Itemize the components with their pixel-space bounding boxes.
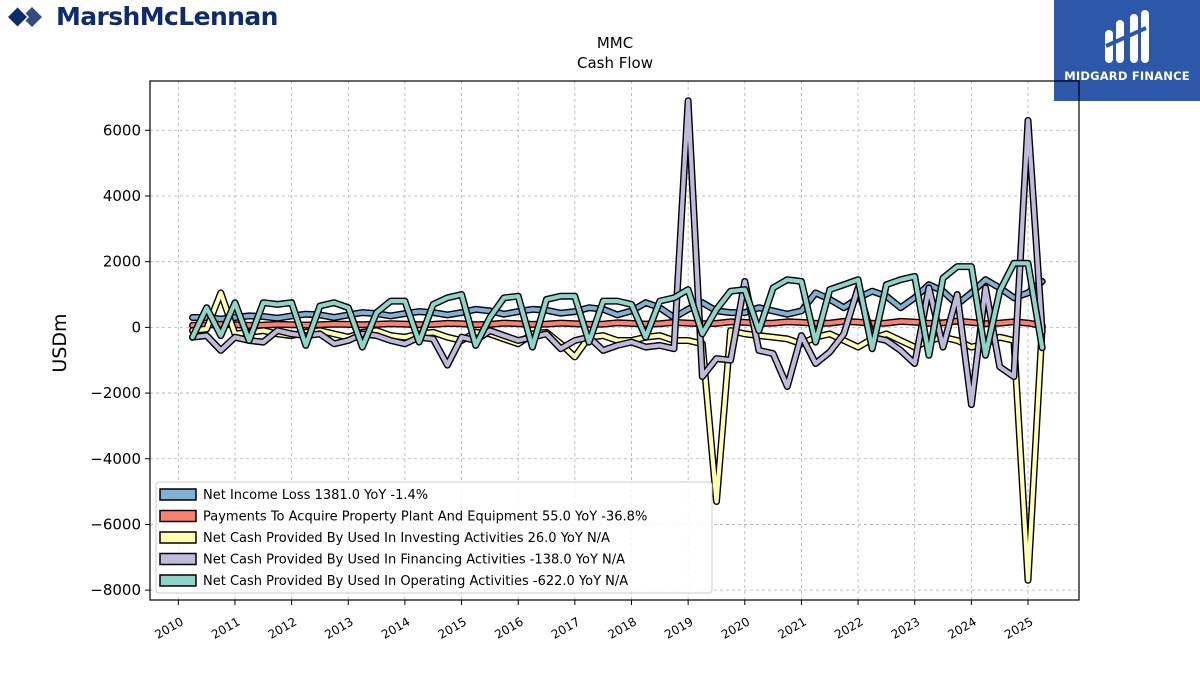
series-layer xyxy=(189,97,1046,584)
y-tick-label: 0 xyxy=(131,318,141,336)
chart-subtitle: Cash Flow xyxy=(577,54,653,72)
axis-ticks: 2010 2011 2012 2013 2014 2015 2016 2017 2018 2019… xyxy=(90,121,1035,642)
x-tick-label: 2016 xyxy=(492,614,525,641)
series-group xyxy=(189,259,1046,359)
brand-name: MarshMcLennan xyxy=(56,2,278,31)
chart-title: MMC xyxy=(597,34,633,52)
marsh-logo-icon xyxy=(8,5,42,28)
y-tick-label: −6000 xyxy=(90,515,141,533)
midgard-finance-logo: MIDGARD FINANCE xyxy=(1054,0,1200,101)
legend-swatch xyxy=(159,509,197,523)
series-group xyxy=(189,276,1046,323)
y-tick-label: −8000 xyxy=(90,581,141,599)
legend-swatch xyxy=(159,574,197,587)
x-tick-label: 2024 xyxy=(945,614,978,641)
x-tick-label: 2018 xyxy=(606,614,639,641)
y-tick-label: −2000 xyxy=(90,384,141,402)
series-group xyxy=(189,289,1046,584)
legend-swatch xyxy=(159,552,197,566)
y-tick-label: 2000 xyxy=(103,253,141,271)
x-tick-label: 2013 xyxy=(322,614,355,641)
series-group xyxy=(189,317,1046,330)
series-line xyxy=(190,261,1045,358)
legend-label: Payments To Acquire Property Plant And E… xyxy=(203,510,647,525)
y-tick-label: −4000 xyxy=(90,450,141,468)
x-tick-label: 2020 xyxy=(719,614,752,641)
x-tick-label: 2015 xyxy=(436,614,469,641)
legend-label: Net Income Loss 1381.0 YoY -1.4% xyxy=(203,488,428,503)
x-tick-label: 2014 xyxy=(379,614,412,641)
series-line xyxy=(190,98,1045,407)
legend-swatch xyxy=(159,531,197,544)
midgard-logo-text: MIDGARD FINANCE xyxy=(1064,69,1190,83)
x-tick-label: 2025 xyxy=(1002,614,1035,641)
x-tick-label: 2021 xyxy=(775,614,808,641)
x-tick-label: 2022 xyxy=(832,614,865,641)
legend-swatch xyxy=(159,488,197,501)
y-tick-label: 4000 xyxy=(103,187,141,205)
x-tick-label: 2019 xyxy=(662,614,695,641)
x-tick-label: 2011 xyxy=(209,614,242,641)
marsh-mclennan-logo: MarshMcLennan xyxy=(6,2,278,31)
y-tick-label: 6000 xyxy=(103,121,141,139)
series-line xyxy=(190,319,1045,328)
legend-label: Net Cash Provided By Used In Financing A… xyxy=(203,553,625,568)
x-tick-label: 2010 xyxy=(152,614,185,641)
midgard-logo-icon xyxy=(1105,10,1149,63)
series-line xyxy=(190,290,1045,583)
legend-box xyxy=(155,481,713,594)
series-group xyxy=(189,97,1046,409)
y-axis-label: USDm xyxy=(49,313,71,372)
legend: Net Income Loss 1381.0 YoY -1.4% Payments… xyxy=(155,481,713,594)
series-line xyxy=(190,277,1045,322)
plot-frame xyxy=(149,80,1080,601)
x-tick-label: 2017 xyxy=(549,614,582,641)
x-tick-label: 2023 xyxy=(889,614,922,641)
legend-label: Net Cash Provided By Used In Operating A… xyxy=(203,574,628,589)
x-tick-label: 2012 xyxy=(266,614,299,641)
legend-label: Net Cash Provided By Used In Investing A… xyxy=(203,531,610,546)
